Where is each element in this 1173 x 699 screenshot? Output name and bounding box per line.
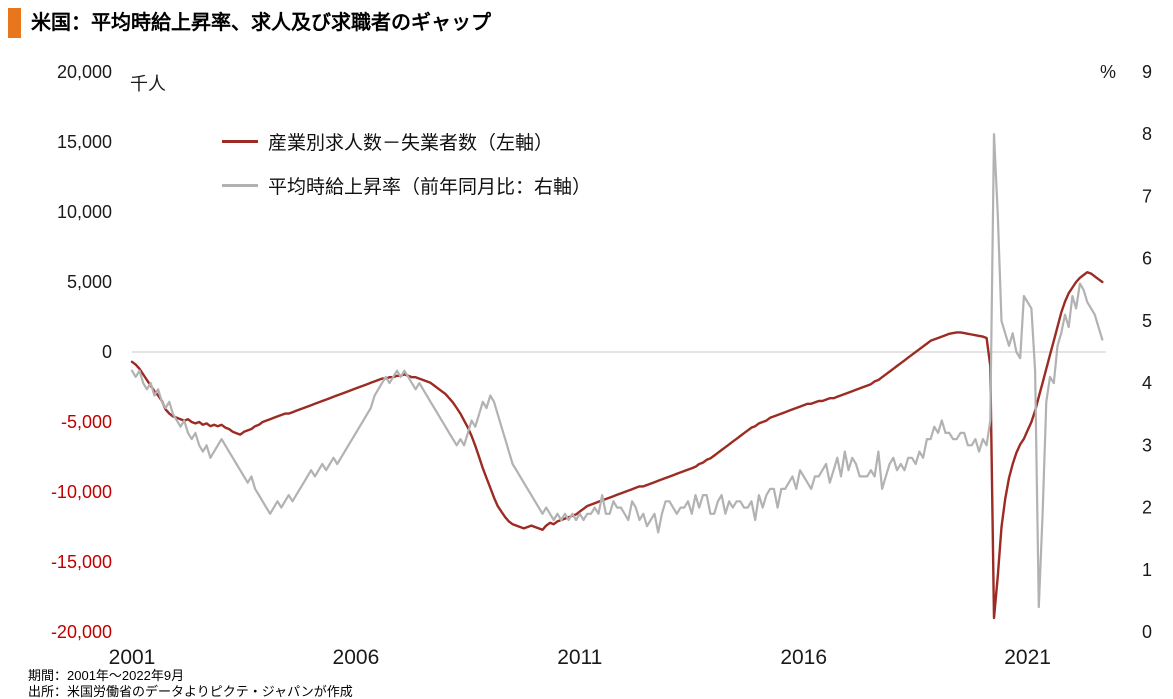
x-axis-tick: 2011 [557,646,602,669]
legend-label-gap-series: 産業別求人数－失業者数（左軸） [268,132,554,154]
footnote-source: 出所：米国労働省のデータよりピクテ・ジャパンが作成 [28,684,353,699]
right-axis-tick: 7 [1142,186,1152,206]
legend-item-wage-series: 平均時給上昇率（前年同月比：右軸） [222,170,591,200]
legend-label-wage-series: 平均時給上昇率（前年同月比：右軸） [268,176,592,198]
title-accent-bar [8,8,21,38]
left-axis-tick: 15,000 [57,132,112,152]
legend-swatch-wage-series [222,183,258,187]
left-axis-tick: 20,000 [57,62,112,82]
left-axis-tick: -10,000 [51,482,112,502]
left-axis-tick: -15,000 [51,552,112,572]
left-axis-unit-label: 千人 [130,74,166,94]
left-axis-tick: 10,000 [57,202,112,222]
right-axis-tick: 4 [1142,373,1152,393]
right-axis-tick: 3 [1142,435,1152,455]
chart-header: 米国：平均時給上昇率、求人及び求職者のギャップ [8,8,491,38]
x-axis-tick: 2016 [780,646,827,669]
footnote-period: 期間：2001年～2022年9月 [28,668,185,683]
left-axis-tick: -5,000 [61,412,112,432]
legend-item-gap-series: 産業別求人数－失業者数（左軸） [222,126,591,156]
x-axis-tick: 2006 [333,646,380,669]
left-axis-tick: -20,000 [51,622,112,642]
left-axis-tick: 5,000 [67,272,112,292]
right-axis-tick: 0 [1142,622,1152,642]
legend-swatch-gap-series [222,139,258,143]
right-axis-tick: 2 [1142,498,1152,518]
x-axis-tick: 2021 [1004,646,1051,669]
right-axis-unit-label: % [1100,62,1117,82]
x-axis-tick: 2001 [109,646,156,669]
right-axis-tick: 8 [1142,124,1152,144]
page-title: 米国：平均時給上昇率、求人及び求職者のギャップ [31,12,491,34]
right-axis-tick: 1 [1142,560,1152,580]
left-axis-tick: 0 [102,342,112,362]
right-axis-tick: 9 [1142,62,1152,82]
right-axis-tick: 5 [1142,311,1152,331]
right-axis-tick: 6 [1142,249,1152,269]
chart-legend: 産業別求人数－失業者数（左軸） 平均時給上昇率（前年同月比：右軸） [222,126,591,214]
series-line-0 [130,271,1104,620]
chart-footnotes: 期間：2001年～2022年9月 出所：米国労働省のデータよりピクテ・ジャパンが… [28,668,353,699]
series-line-1 [130,133,1104,609]
